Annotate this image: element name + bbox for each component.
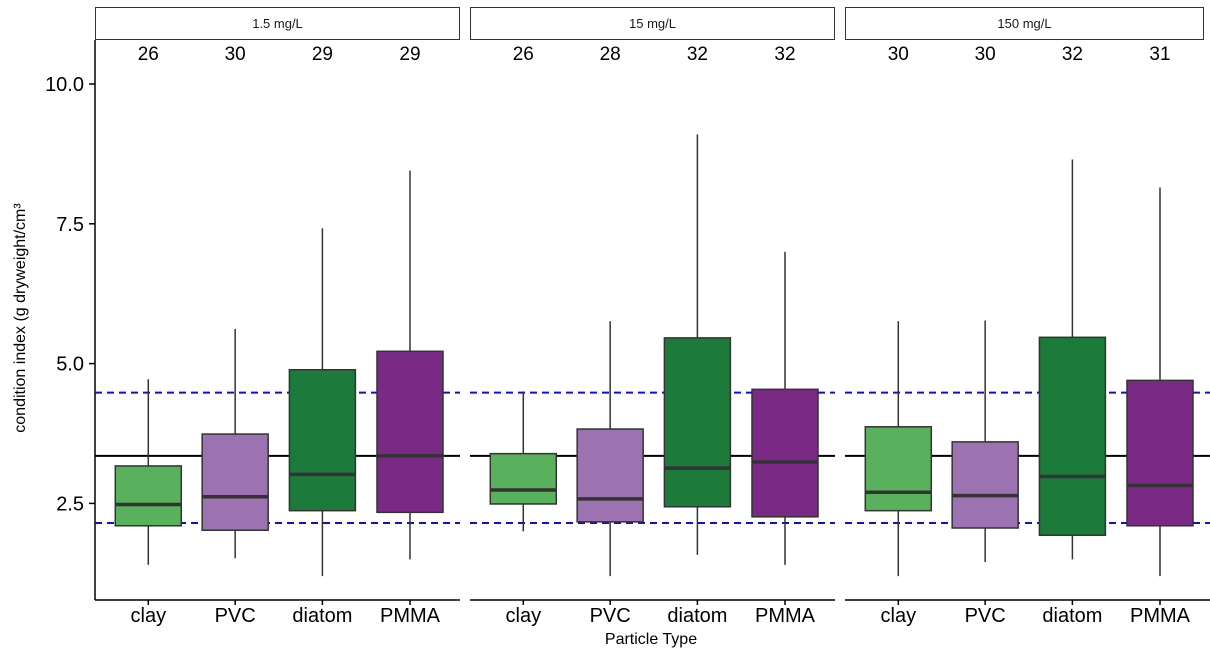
box-count-label: 29 <box>312 44 333 65</box>
box-body <box>201 433 269 531</box>
x-tick-label: diatom <box>667 605 727 627</box>
box-body <box>1038 336 1107 537</box>
x-tick-label: PMMA <box>1130 605 1191 627</box>
facet-strip-label: 15 mg/L <box>629 16 676 31</box>
box-count-label: 26 <box>138 44 159 65</box>
x-tick-label: PMMA <box>380 605 441 627</box>
facet-panel: 15 mg/L 26 clay 28 PVC 32 diatom 32 PMMA <box>470 7 835 627</box>
box-body <box>114 465 183 527</box>
facet-strip <box>470 7 835 40</box>
box-body <box>376 350 444 514</box>
y-tick-label: 7.5 <box>56 214 84 236</box>
x-tick-label: clay <box>506 605 542 627</box>
x-tick-label: clay <box>881 605 917 627</box>
box-body <box>751 388 819 518</box>
facet-strip <box>845 7 1204 40</box>
box-count-label: 32 <box>687 44 708 65</box>
box-body <box>951 441 1019 529</box>
box-count-label: 31 <box>1149 44 1170 65</box>
y-axis-title: condition index (g dryweight/cm³ <box>12 203 29 433</box>
x-tick-label: diatom <box>292 605 352 627</box>
facet-strip <box>95 7 460 40</box>
box-count-label: 29 <box>399 44 420 65</box>
box-body <box>576 428 644 523</box>
box-count-label: 28 <box>600 44 621 65</box>
x-tick-label: PVC <box>965 605 1006 627</box>
x-axis-title: Particle Type <box>605 631 697 648</box>
box-body <box>1126 379 1194 527</box>
y-tick-label: 10.0 <box>45 74 84 96</box>
box-body <box>663 337 732 508</box>
box-body <box>288 369 357 512</box>
box-count-label: 30 <box>975 44 996 65</box>
box-count-label: 32 <box>774 44 795 65</box>
box-body <box>864 426 933 512</box>
box-count-label: 26 <box>513 44 534 65</box>
x-tick-label: PVC <box>590 605 631 627</box>
facet-strip-label: 1.5 mg/L <box>252 16 303 31</box>
facet-panel: 1.5 mg/L 26 clay 30 PVC 29 diatom 29 PMMA <box>95 7 460 627</box>
box-body <box>489 452 558 505</box>
box-count-label: 30 <box>888 44 909 65</box>
x-tick-label: diatom <box>1042 605 1102 627</box>
box-count-label: 32 <box>1062 44 1083 65</box>
facet-strip-label: 150 mg/L <box>997 16 1051 31</box>
x-tick-label: clay <box>131 605 167 627</box>
y-tick-label: 5.0 <box>56 354 84 376</box>
x-tick-label: PVC <box>215 605 256 627</box>
box-count-label: 30 <box>225 44 246 65</box>
x-tick-label: PMMA <box>755 605 816 627</box>
y-tick-label: 2.5 <box>56 493 84 515</box>
